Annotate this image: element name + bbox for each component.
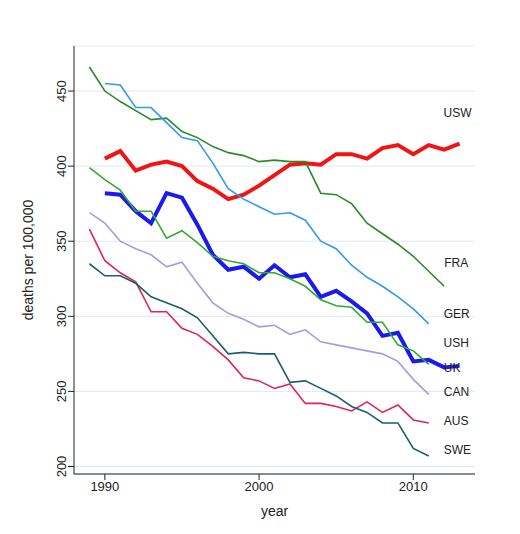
svg-text:USH: USH: [444, 336, 469, 350]
svg-text:deaths per 100,000: deaths per 100,000: [20, 199, 36, 320]
svg-text:USW: USW: [444, 106, 473, 120]
svg-text:200: 200: [54, 456, 69, 478]
svg-text:year: year: [261, 503, 289, 519]
svg-text:300: 300: [54, 305, 69, 327]
svg-text:400: 400: [54, 155, 69, 177]
svg-text:CAN: CAN: [444, 385, 469, 399]
svg-text:AUS: AUS: [444, 414, 469, 428]
svg-text:1990: 1990: [90, 479, 119, 494]
svg-text:FRA: FRA: [444, 256, 468, 270]
svg-text:250: 250: [54, 381, 69, 403]
svg-text:2000: 2000: [245, 479, 274, 494]
svg-text:2010: 2010: [399, 479, 428, 494]
svg-text:350: 350: [54, 230, 69, 252]
svg-text:SWE: SWE: [444, 443, 471, 457]
svg-text:450: 450: [54, 80, 69, 102]
svg-text:GER: GER: [444, 307, 470, 321]
svg-text:UK: UK: [444, 361, 461, 375]
